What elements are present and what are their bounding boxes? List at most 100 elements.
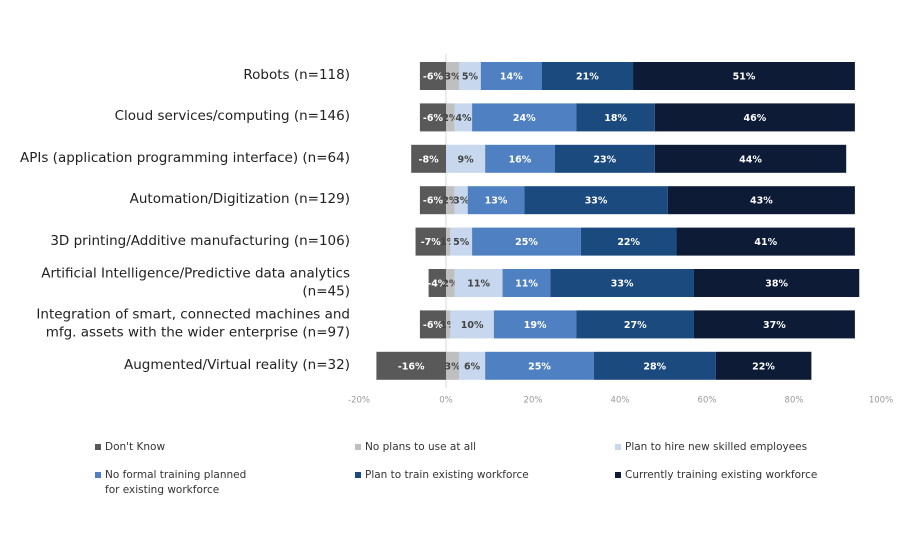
category-label: 3D printing/Additive manufacturing (n=10… [50, 232, 350, 249]
bar-segment [446, 186, 455, 215]
bar-segment [580, 227, 677, 256]
bar-segment [446, 351, 460, 380]
value-label: 41% [754, 237, 777, 248]
value-label: 51% [733, 72, 756, 83]
value-label: 44% [739, 154, 762, 165]
category-label: Artificial Intelligence/Predictive data … [41, 265, 350, 299]
bar-segment [446, 227, 451, 256]
value-label: 5% [453, 237, 470, 248]
bar-segment [667, 186, 855, 215]
value-label: 11% [515, 279, 538, 290]
value-label: 5% [462, 72, 479, 83]
bar-segment [411, 144, 446, 173]
value-label: 43% [750, 196, 773, 207]
x-tick-label: 80% [785, 396, 804, 406]
value-label: 22% [752, 361, 775, 372]
value-label: 46% [743, 113, 766, 124]
x-tick-label: 40% [611, 396, 630, 406]
value-label: 28% [643, 361, 666, 372]
category-label: Augmented/Virtual reality (n=32) [124, 357, 350, 374]
bar-segment [450, 227, 473, 256]
bar-segment [633, 62, 855, 90]
category-label: Integration of smart, connected machines… [36, 306, 350, 341]
value-label: 27% [624, 320, 647, 331]
value-label: 3% [444, 72, 461, 83]
legend-swatch [355, 444, 361, 450]
value-label: 6% [464, 361, 481, 372]
bar-segment [459, 351, 486, 380]
legend-swatch [615, 444, 621, 450]
bar-segment [467, 186, 525, 215]
value-label: -8% [419, 154, 440, 165]
x-tick-label: 60% [698, 396, 717, 406]
bar-segment [428, 269, 446, 297]
value-label: 1% [440, 320, 457, 331]
bar-segment [376, 351, 446, 380]
bar-segment [472, 103, 577, 132]
bar-segment [493, 310, 577, 339]
bar-segment [454, 103, 473, 132]
value-label: -6% [423, 113, 444, 124]
bar-segment [502, 269, 551, 297]
legend-label: Plan to train existing workforce [365, 469, 529, 481]
value-label: 23% [593, 154, 616, 165]
legend-swatch [95, 444, 101, 450]
category-label: Automation/Digitization (n=129) [129, 191, 350, 208]
bar-segment [654, 144, 847, 173]
bar-segment [446, 310, 451, 339]
bar-segment [450, 310, 494, 339]
value-label: 13% [485, 196, 508, 207]
x-tick-label: -20% [348, 396, 370, 406]
bar-segment [654, 103, 855, 132]
category-label: Cloud services/computing (n=146) [114, 108, 350, 125]
bar-segment [419, 103, 446, 132]
bar-segment [576, 310, 694, 339]
value-label: 18% [604, 113, 627, 124]
value-label: 19% [524, 320, 547, 331]
category-label: APIs (application programming interface)… [20, 150, 350, 167]
value-label: 37% [763, 320, 786, 331]
bar-segment [693, 310, 855, 339]
category-label: Robots (n=118) [243, 67, 350, 84]
bar-segment [446, 103, 455, 132]
legend-label: Currently training existing workforce [625, 469, 818, 481]
legend-label: Plan to hire new skilled employees [625, 441, 808, 453]
bar-segment [485, 351, 594, 380]
legend-label: No formal training planned for existing … [105, 469, 247, 497]
bar-segment [446, 62, 460, 90]
bar-segment [550, 269, 694, 297]
value-label: -6% [423, 196, 444, 207]
bar-segment [715, 351, 812, 380]
bar-segment [419, 310, 446, 339]
value-label: 24% [513, 113, 536, 124]
value-label: -6% [423, 72, 444, 83]
bar-segment [419, 186, 446, 215]
value-label: 3% [444, 361, 461, 372]
value-label: 21% [576, 72, 599, 83]
x-tick-label: 0% [439, 396, 453, 406]
bar-segment [454, 186, 468, 215]
value-label: 4% [455, 113, 472, 124]
value-label: 11% [467, 279, 490, 290]
value-label: 10% [461, 320, 484, 331]
bar-segment [576, 103, 655, 132]
value-label: -7% [421, 237, 442, 248]
x-tick-label: 100% [869, 396, 893, 406]
value-label: -4% [427, 279, 448, 290]
x-tick-label: 20% [524, 396, 543, 406]
value-label: 1% [440, 237, 457, 248]
bar-segment [693, 269, 860, 297]
value-label: 38% [765, 279, 788, 290]
bar-segment [676, 227, 855, 256]
value-label: 25% [515, 237, 538, 248]
bar-segment [554, 144, 655, 173]
value-label: 14% [500, 72, 523, 83]
bar-segment [454, 269, 503, 297]
bar-segment [480, 62, 542, 90]
value-label: 2% [442, 113, 459, 124]
bar-segment [459, 62, 481, 90]
value-label: 22% [617, 237, 640, 248]
value-label: 33% [585, 196, 608, 207]
value-label: 25% [528, 361, 551, 372]
